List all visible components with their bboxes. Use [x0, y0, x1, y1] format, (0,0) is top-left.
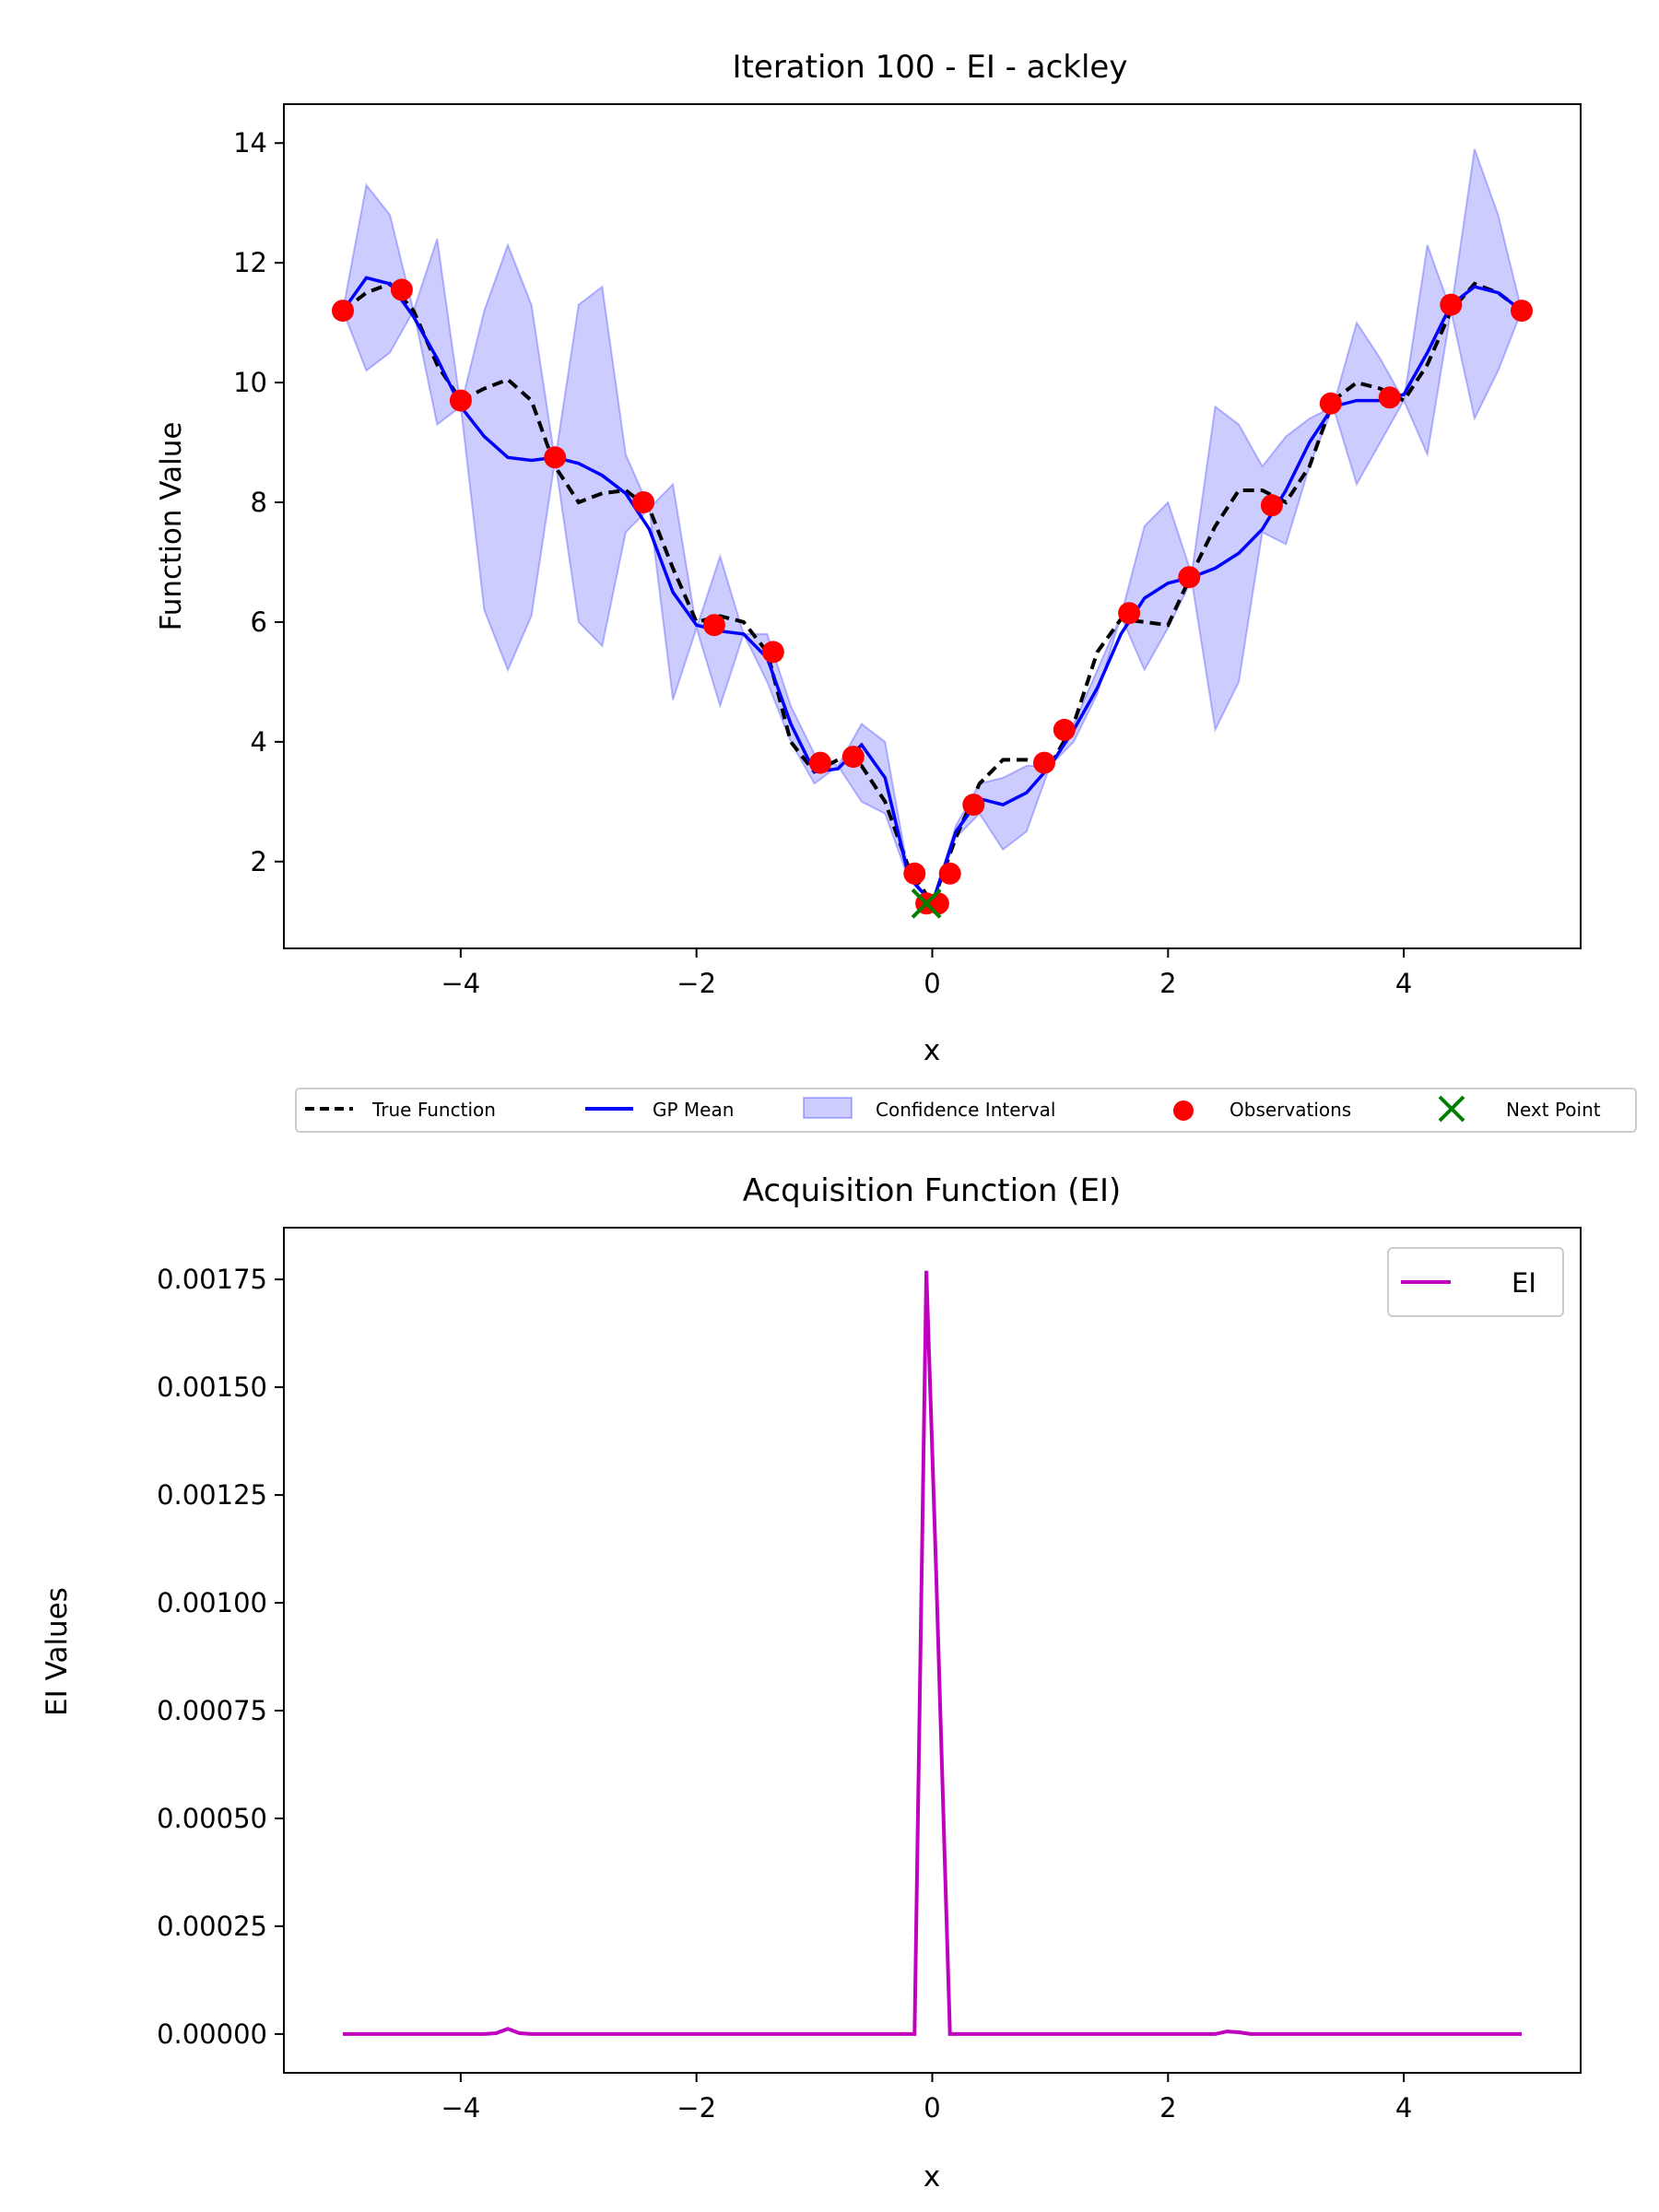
y-tick-label: 0.00150	[157, 1371, 267, 1403]
observation-point	[702, 614, 725, 637]
top-y-axis-label: Function Value	[155, 422, 188, 631]
x-tick-label: −4	[441, 968, 480, 999]
y-tick-label: 10	[233, 367, 267, 398]
y-tick-label: 2	[251, 846, 267, 877]
observation-point	[632, 491, 655, 513]
observation-point	[1378, 386, 1401, 409]
y-tick-label: 12	[233, 247, 267, 278]
observation-point	[390, 278, 413, 301]
legend-observations-label: Observations	[1230, 1099, 1351, 1121]
x-tick-label: −4	[441, 2092, 480, 2124]
bottom-y-ticks: 0.00000 0.00025 0.00050 0.00075 0.00100 0.001…	[157, 1264, 284, 2050]
bottom-plot-title: Acquisition Function (EI)	[743, 1172, 1122, 1209]
top-plot: Iteration 100 - EI - ackley −4 −2 0 2 4 2 4 6 8…	[155, 49, 1582, 1067]
observation-point	[938, 862, 961, 885]
next-point-marker	[911, 888, 942, 919]
observation-point	[903, 862, 926, 885]
y-tick-label: 0.00000	[157, 2018, 267, 2050]
legend-true-function-label: True Function	[371, 1099, 496, 1121]
legend-confidence-label: Confidence Interval	[876, 1099, 1055, 1121]
legend-observations-swatch	[1173, 1100, 1194, 1121]
top-plot-data	[332, 148, 1533, 919]
x-tick-label: −2	[677, 968, 716, 999]
legend-ei-label: EI	[1512, 1267, 1536, 1299]
y-tick-label: 6	[251, 606, 267, 638]
observation-point	[1118, 602, 1141, 625]
observation-point	[1440, 293, 1463, 316]
x-tick-label: 0	[924, 2092, 940, 2124]
observation-point	[809, 751, 831, 774]
x-tick-label: 2	[1159, 968, 1176, 999]
observation-point	[926, 892, 949, 915]
x-tick-label: 4	[1395, 2092, 1412, 2124]
observation-point	[761, 641, 784, 664]
bottom-legend-box	[1387, 1247, 1564, 1317]
y-tick-label: 0.00175	[157, 1264, 267, 1295]
bottom-plot-frame	[283, 1227, 1582, 2074]
top-x-ticks: −4 −2 0 2 4	[441, 948, 1412, 999]
observation-point	[962, 794, 985, 817]
y-tick-label: 0.00125	[157, 1479, 267, 1511]
y-tick-label: 4	[251, 726, 267, 758]
true-function-line	[341, 281, 1524, 908]
observation-point	[1319, 392, 1342, 415]
legend-confidence-swatch	[803, 1097, 853, 1119]
x-tick-label: 4	[1395, 968, 1412, 999]
x-tick-label: −2	[677, 2092, 716, 2124]
observation-point	[1260, 494, 1283, 517]
legend-next-point-label: Next Point	[1506, 1099, 1601, 1121]
top-plot-title: Iteration 100 - EI - ackley	[733, 49, 1128, 86]
observation-point	[449, 389, 472, 412]
observation-point	[841, 746, 865, 769]
y-tick-label: 8	[251, 487, 267, 518]
legend-next-point-swatch	[1438, 1095, 1465, 1123]
bottom-legend: EI	[1387, 1247, 1564, 1317]
legend-gp-mean-label: GP Mean	[653, 1099, 734, 1121]
top-legend-box	[295, 1088, 1637, 1133]
y-tick-label: 0.00075	[157, 1695, 267, 1726]
top-x-axis-label: x	[924, 1034, 940, 1067]
top-legend: True Function GP Mean Confidence Interva…	[295, 1088, 1637, 1133]
bottom-plot-data	[343, 1270, 1522, 2036]
observation-point	[332, 300, 354, 323]
observation-point	[1053, 718, 1076, 741]
observation-point	[1511, 300, 1533, 323]
x-tick-label: 2	[1159, 2092, 1176, 2124]
observation-point	[544, 446, 567, 469]
top-y-ticks: 2 4 6 8 10 12 14	[233, 127, 284, 877]
ei-line	[343, 1270, 1522, 2036]
bottom-x-axis-label: x	[924, 2160, 940, 2194]
bottom-x-ticks: −4 −2 0 2 4	[441, 2073, 1412, 2124]
y-tick-label: 14	[233, 127, 267, 159]
confidence-interval-band	[341, 148, 1524, 906]
y-tick-label: 0.00025	[157, 1911, 267, 1942]
x-tick-label: 0	[924, 968, 940, 999]
bottom-plot: Acquisition Function (EI) −4 −2 0 2 4 0.0000…	[41, 1172, 1582, 2194]
y-tick-label: 0.00100	[157, 1587, 267, 1618]
y-tick-label: 0.00050	[157, 1803, 267, 1834]
observation-point	[1178, 566, 1201, 589]
bottom-y-axis-label: EI Values	[41, 1587, 74, 1716]
observation-point	[1033, 751, 1055, 774]
